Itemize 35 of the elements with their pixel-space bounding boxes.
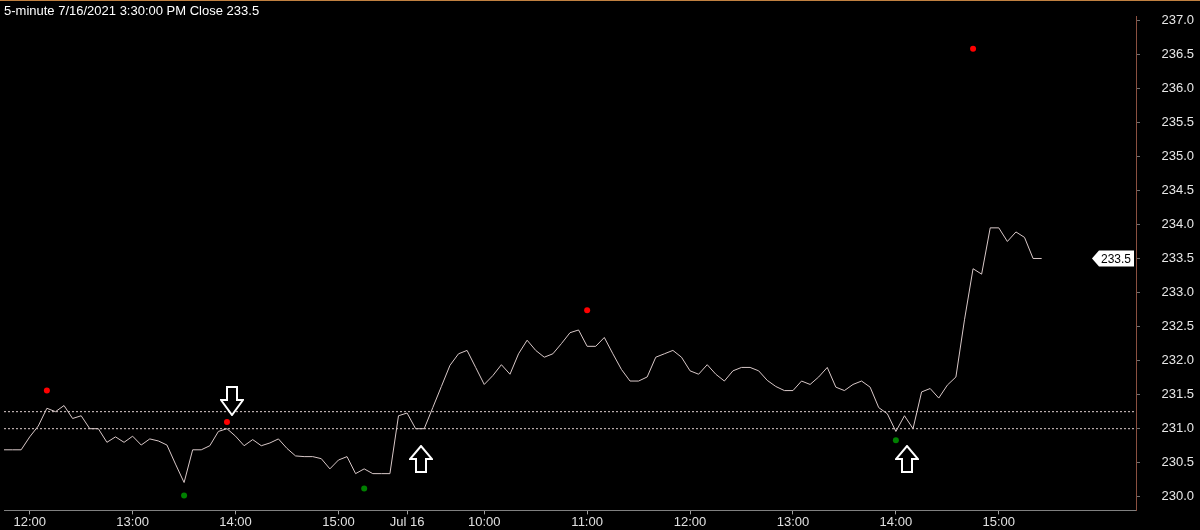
y-tick-label: 236.5 xyxy=(1161,45,1194,61)
point xyxy=(970,45,977,52)
y-tick-label: 235.0 xyxy=(1161,147,1194,163)
y-tick-label: 234.0 xyxy=(1161,216,1194,232)
x-tick-label: 10:00 xyxy=(467,513,501,529)
point xyxy=(43,387,50,394)
y-tick-label: 236.0 xyxy=(1161,79,1194,95)
point xyxy=(223,418,230,425)
y-tick-label: 231.0 xyxy=(1161,420,1194,436)
x-tick-label: 13:00 xyxy=(776,513,810,529)
y-tick-label: 234.5 xyxy=(1161,181,1194,197)
x-tick-label: 14:00 xyxy=(219,513,252,529)
y-tick-label: 231.5 xyxy=(1161,386,1194,402)
x-tick-label: 13:00 xyxy=(116,513,149,529)
x-tick-label: Jul 16 xyxy=(389,513,425,529)
x-tick-label: 15:00 xyxy=(322,513,355,529)
x-tick-label: 14:00 xyxy=(879,513,913,529)
x-tick-label: 15:00 xyxy=(982,513,1016,529)
y-tick-label: 232.5 xyxy=(1161,318,1194,334)
y-tick-label: 233.5 xyxy=(1161,250,1194,266)
y-tick-label: 230.5 xyxy=(1161,454,1194,470)
x-tick-label: 11:00 xyxy=(571,513,603,529)
x-tick-label: 12:00 xyxy=(673,513,707,529)
y-tick-label: 232.0 xyxy=(1161,352,1194,368)
x-tick-label: 12:00 xyxy=(13,513,46,529)
annotation: 233.5 xyxy=(1100,251,1132,266)
point xyxy=(892,437,899,444)
y-tick-label: 235.5 xyxy=(1161,113,1194,129)
y-tick-label: 233.0 xyxy=(1161,284,1194,300)
y-tick-label: 230.0 xyxy=(1161,488,1194,504)
chart-title: 5-minute 7/16/2021 3:30:00 PM Close 233.5 xyxy=(4,3,260,18)
point xyxy=(361,485,368,492)
y-tick-label: 237.0 xyxy=(1161,11,1194,27)
point xyxy=(181,492,188,499)
point xyxy=(584,307,591,314)
